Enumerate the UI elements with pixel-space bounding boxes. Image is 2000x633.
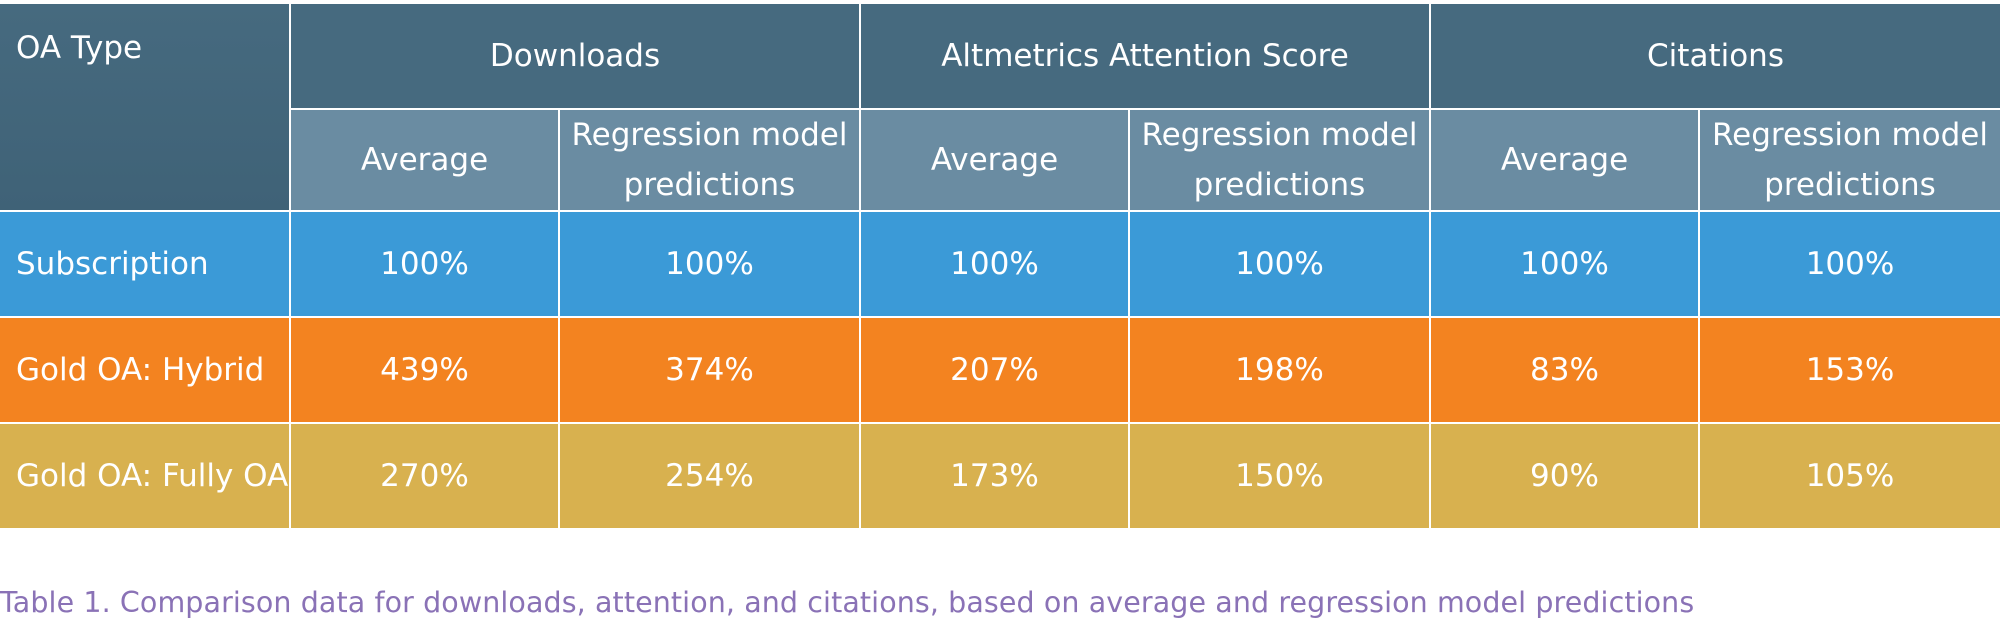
cell-citations-regression: 100% xyxy=(1699,211,2000,317)
table-row-gold-oa-fully-oa: Gold OA: Fully OA 270% 254% 173% 150% 90… xyxy=(0,423,2000,529)
header-row-groups: OA Type Downloads Altmetrics Attention S… xyxy=(0,4,2000,109)
cell-altmetrics-average: 100% xyxy=(860,211,1129,317)
column-group-citations: Citations xyxy=(1430,4,2000,109)
header-row-subheaders: Average Regression model predictions Ave… xyxy=(0,109,2000,211)
subheader-citations-average: Average xyxy=(1430,109,1699,211)
row-label: Gold OA: Fully OA xyxy=(0,423,290,529)
cell-altmetrics-average: 173% xyxy=(860,423,1129,529)
subheader-downloads-average: Average xyxy=(290,109,559,211)
cell-downloads-average: 100% xyxy=(290,211,559,317)
subheader-citations-regression: Regression model predictions xyxy=(1699,109,2000,211)
cell-downloads-regression: 100% xyxy=(559,211,860,317)
cell-citations-average: 100% xyxy=(1430,211,1699,317)
cell-downloads-average: 439% xyxy=(290,317,559,423)
cell-downloads-regression: 374% xyxy=(559,317,860,423)
table-row-subscription: Subscription 100% 100% 100% 100% 100% 10… xyxy=(0,211,2000,317)
subheader-downloads-regression: Regression model predictions xyxy=(559,109,860,211)
table-caption: Table 1. Comparison data for downloads, … xyxy=(0,586,1694,619)
cell-citations-regression: 153% xyxy=(1699,317,2000,423)
column-header-oa-type: OA Type xyxy=(0,4,290,211)
cell-downloads-average: 270% xyxy=(290,423,559,529)
cell-citations-regression: 105% xyxy=(1699,423,2000,529)
cell-downloads-regression: 254% xyxy=(559,423,860,529)
subheader-altmetrics-average: Average xyxy=(860,109,1129,211)
cell-citations-average: 83% xyxy=(1430,317,1699,423)
comparison-table: OA Type Downloads Altmetrics Attention S… xyxy=(0,4,2000,530)
column-group-altmetrics: Altmetrics Attention Score xyxy=(860,4,1430,109)
cell-citations-average: 90% xyxy=(1430,423,1699,529)
cell-altmetrics-regression: 198% xyxy=(1129,317,1430,423)
subheader-label: Regression model predictions xyxy=(560,110,859,210)
subheader-label: Regression model predictions xyxy=(1700,110,2000,210)
table-row-gold-oa-hybrid: Gold OA: Hybrid 439% 374% 207% 198% 83% … xyxy=(0,317,2000,423)
row-label: Gold OA: Hybrid xyxy=(0,317,290,423)
subheader-altmetrics-regression: Regression model predictions xyxy=(1129,109,1430,211)
row-label: Subscription xyxy=(0,211,290,317)
column-group-downloads: Downloads xyxy=(290,4,860,109)
cell-altmetrics-regression: 100% xyxy=(1129,211,1430,317)
subheader-label: Regression model predictions xyxy=(1130,110,1429,210)
cell-altmetrics-average: 207% xyxy=(860,317,1129,423)
cell-altmetrics-regression: 150% xyxy=(1129,423,1430,529)
